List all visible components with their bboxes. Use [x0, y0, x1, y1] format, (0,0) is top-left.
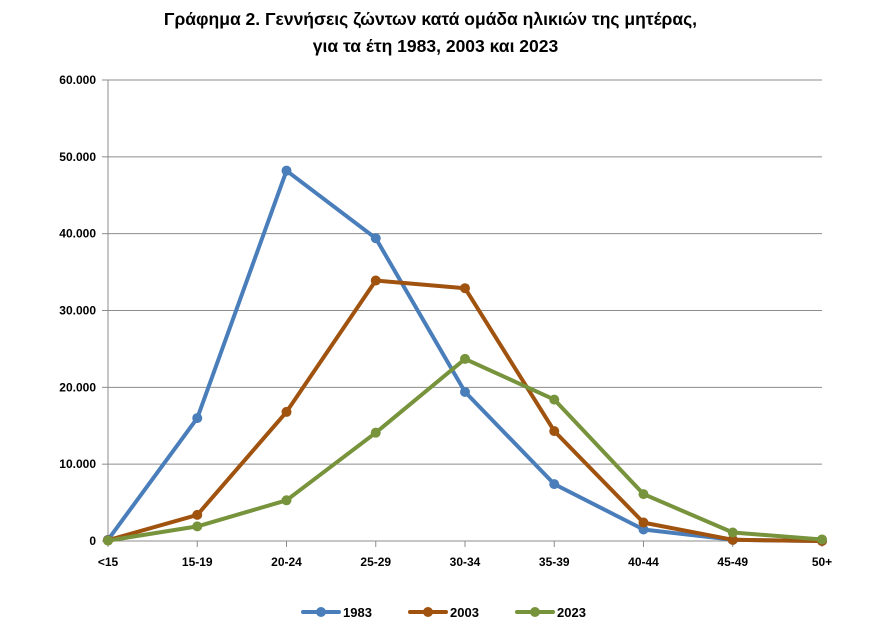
data-point-1983	[192, 413, 203, 424]
y-tick-label: 0	[89, 534, 96, 548]
data-point-2003	[727, 534, 738, 545]
data-point-1983	[638, 524, 649, 535]
x-tick-label: 40-44	[628, 555, 659, 569]
x-tick-label: 25-29	[360, 555, 391, 569]
data-point-2003	[549, 426, 560, 437]
legend: 1983 2003 2023	[301, 605, 586, 620]
data-point-2023	[460, 353, 470, 364]
data-point-2023	[281, 495, 292, 506]
series-lines	[103, 165, 827, 546]
y-tick-label: 10.000	[59, 457, 96, 471]
data-point-1983	[281, 165, 292, 176]
y-tick-label: 30.000	[59, 304, 96, 318]
y-axis-tick-labels: 0 10.000 20.000 30.000 40.000 50.000 60.000	[59, 73, 96, 548]
data-point-2023	[192, 521, 203, 532]
legend-item-2003: 2003	[408, 605, 479, 620]
data-point-2023	[370, 427, 381, 438]
legend-label: 1983	[343, 605, 372, 620]
data-point-2023	[817, 534, 827, 545]
data-point-2023	[727, 527, 738, 538]
legend-label: 2023	[557, 605, 586, 620]
data-point-2023	[638, 489, 649, 500]
x-tick-label: 45-49	[717, 555, 748, 569]
series-line-2023	[106, 356, 824, 543]
data-point-2003	[460, 283, 470, 294]
data-point-1983	[370, 233, 381, 244]
legend-marker	[423, 607, 433, 617]
x-tick-label: <15	[98, 555, 119, 569]
x-tick-label: 20-24	[271, 555, 302, 569]
chart-title-line-1: Γράφημα 2. Γεννήσεις ζώντων κατά ομάδα η…	[163, 9, 698, 29]
data-point-2003	[370, 275, 381, 286]
axes	[102, 79, 823, 547]
x-axis-tick-labels: <15 15-19 20-24 25-29 30-34 35-39 40-44 45-49 50…	[98, 555, 832, 569]
chart-title: Γράφημα 2. Γεννήσεις ζώντων κατά ομάδα η…	[0, 6, 881, 60]
legend-marker	[316, 607, 326, 617]
x-tick-label: 15-19	[182, 555, 213, 569]
chart-title-line-2: για τα έτη 1983, 2003 και 2023	[312, 36, 559, 56]
series-2003	[103, 275, 827, 546]
data-point-2003	[638, 517, 649, 528]
gridlines	[108, 79, 822, 465]
legend-label: 2003	[450, 605, 479, 620]
x-tick-label: 35-39	[539, 555, 570, 569]
data-point-2023	[549, 394, 560, 405]
y-tick-label: 60.000	[59, 73, 96, 87]
series-line-2003	[106, 278, 824, 543]
data-point-1983	[549, 479, 560, 490]
data-point-2023	[103, 535, 113, 546]
y-tick-label: 40.000	[59, 227, 96, 241]
legend-marker	[530, 607, 540, 617]
y-tick-label: 50.000	[59, 150, 96, 164]
x-tick-label: 30-34	[450, 555, 481, 569]
data-point-2003	[281, 406, 292, 417]
data-point-2003	[192, 509, 203, 520]
legend-item-2023: 2023	[515, 605, 586, 620]
legend-item-1983: 1983	[301, 605, 372, 620]
y-tick-label: 20.000	[59, 380, 96, 394]
data-point-1983	[460, 386, 470, 397]
x-tick-label: 50+	[812, 555, 832, 569]
series-2023	[103, 353, 827, 546]
